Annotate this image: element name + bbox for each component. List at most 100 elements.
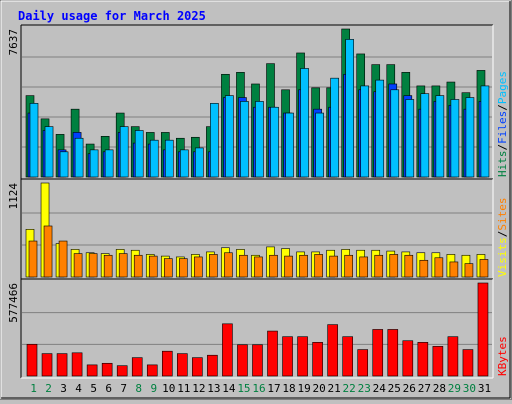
bar-sites-day-31 (479, 259, 489, 278)
legend-entry-hits: Hits (496, 151, 509, 178)
bar-pages-day-22 (345, 39, 354, 178)
x-tick-label-day-29: 29 (448, 382, 461, 395)
x-tick-label-day-7: 7 (120, 382, 127, 395)
x-tick-label-day-15: 15 (237, 382, 250, 395)
x-tick-label-day-16: 16 (252, 382, 265, 395)
bar-pages-day-31 (480, 85, 490, 178)
bar-kbytes-day-23 (357, 349, 369, 377)
bar-sites-day-29 (449, 261, 459, 278)
bar-pages-day-8 (134, 130, 144, 178)
bar-kbytes-day-14 (222, 323, 233, 377)
bar-sites-day-15 (239, 254, 248, 278)
bar-kbytes-day-24 (372, 329, 384, 377)
bar-kbytes-day-30 (462, 349, 474, 377)
legend-entry-kbytes: KBytes (496, 336, 509, 376)
bar-sites-day-4 (73, 253, 83, 278)
bar-sites-day-5 (88, 253, 98, 278)
x-tick-label-day-8: 8 (135, 382, 142, 395)
bar-kbytes-day-25 (387, 329, 399, 377)
bar-kbytes-day-3 (56, 353, 68, 377)
bar-sites-day-25 (389, 254, 399, 278)
bar-pages-day-12 (195, 147, 204, 178)
bar-pages-day-14 (225, 95, 234, 178)
bar-kbytes-day-21 (327, 324, 338, 377)
bar-kbytes-day-5 (86, 364, 98, 377)
bar-kbytes-day-29 (447, 336, 459, 377)
bar-kbytes-day-22 (342, 336, 353, 377)
panel-kbytes-legend: KBytes (496, 336, 509, 376)
panel-kbytes-ymax-label: 577466 (7, 283, 20, 323)
x-tick-label-day-1: 1 (30, 382, 37, 395)
bar-sites-day-26 (404, 254, 414, 278)
bar-sites-day-3 (58, 240, 68, 278)
bar-sites-day-18 (284, 255, 293, 278)
bar-pages-day-7 (119, 126, 129, 178)
x-tick-label-day-31: 31 (478, 382, 491, 395)
bar-sites-day-21 (329, 255, 338, 278)
x-tick-label-day-11: 11 (177, 382, 190, 395)
x-tick-label-day-18: 18 (282, 382, 295, 395)
bar-sites-day-13 (209, 254, 218, 278)
bar-pages-day-26 (405, 99, 415, 178)
bar-kbytes-day-10 (161, 350, 173, 377)
bar-pages-day-18 (285, 112, 294, 178)
bar-sites-day-24 (374, 254, 384, 278)
bar-pages-day-24 (375, 79, 385, 178)
bar-pages-day-13 (210, 103, 219, 178)
legend-separator: / (496, 104, 509, 111)
x-tick-label-day-9: 9 (150, 382, 157, 395)
bar-pages-day-17 (270, 106, 279, 178)
x-tick-label-day-10: 10 (162, 382, 175, 395)
bar-kbytes-day-20 (312, 342, 323, 377)
bar-pages-day-6 (104, 149, 114, 178)
bar-sites-day-30 (464, 263, 474, 278)
bar-sites-day-6 (103, 254, 113, 278)
bar-sites-day-7 (118, 253, 128, 278)
bar-kbytes-day-4 (71, 352, 83, 377)
x-tick-label-day-13: 13 (207, 382, 220, 395)
bar-sites-day-12 (194, 256, 203, 278)
panel-requests-legend: Hits/Files/Pages (496, 71, 509, 177)
bar-kbytes-day-18 (282, 336, 293, 377)
bar-sites-day-10 (163, 258, 173, 278)
x-tick-label-day-22: 22 (343, 382, 356, 395)
legend-entry-visits: Visits (496, 237, 509, 277)
x-tick-label-day-23: 23 (358, 382, 371, 395)
bar-sites-day-17 (269, 254, 278, 278)
bar-pages-day-23 (360, 85, 370, 178)
x-tick-label-day-19: 19 (297, 382, 310, 395)
bar-kbytes-day-16 (252, 344, 263, 377)
bar-kbytes-day-13 (207, 354, 218, 377)
bar-sites-day-22 (344, 254, 353, 278)
bar-sites-day-1 (28, 240, 38, 278)
x-tick-label-day-5: 5 (90, 382, 97, 395)
x-tick-label-day-24: 24 (373, 382, 387, 395)
bar-pages-day-10 (164, 139, 174, 178)
bar-pages-day-4 (74, 137, 84, 178)
legend-entry-files: Files (496, 111, 509, 144)
bar-pages-day-27 (420, 93, 430, 178)
bar-pages-day-1 (29, 103, 39, 178)
legend-separator: / (496, 144, 509, 151)
x-tick-label-day-30: 30 (463, 382, 476, 395)
bar-kbytes-day-15 (237, 344, 248, 377)
bar-pages-day-29 (450, 99, 460, 178)
bar-pages-day-11 (180, 149, 189, 178)
bar-sites-day-19 (299, 254, 308, 278)
x-tick-label-day-28: 28 (433, 382, 446, 395)
panel-kbytes: 577466 KBytes (7, 278, 509, 379)
bar-kbytes-day-1 (26, 343, 38, 377)
bar-kbytes-day-31 (477, 282, 489, 377)
bar-sites-day-9 (148, 255, 158, 278)
bar-kbytes-day-2 (41, 353, 53, 377)
legend-entry-sites: Sites (496, 198, 509, 231)
panel-requests-ymax-label: 7637 (7, 29, 20, 56)
bar-sites-day-14 (224, 252, 233, 278)
x-tick-label-day-3: 3 (60, 382, 67, 395)
bar-pages-day-5 (89, 149, 99, 178)
bar-kbytes-day-6 (101, 362, 113, 377)
x-axis-labels: 1 2 3 4 5 6 7 8 9 10 11 12 13 14 15 16 17 18 19 20 21 22 23 24 2… (30, 382, 491, 395)
bar-pages-day-9 (149, 139, 159, 178)
